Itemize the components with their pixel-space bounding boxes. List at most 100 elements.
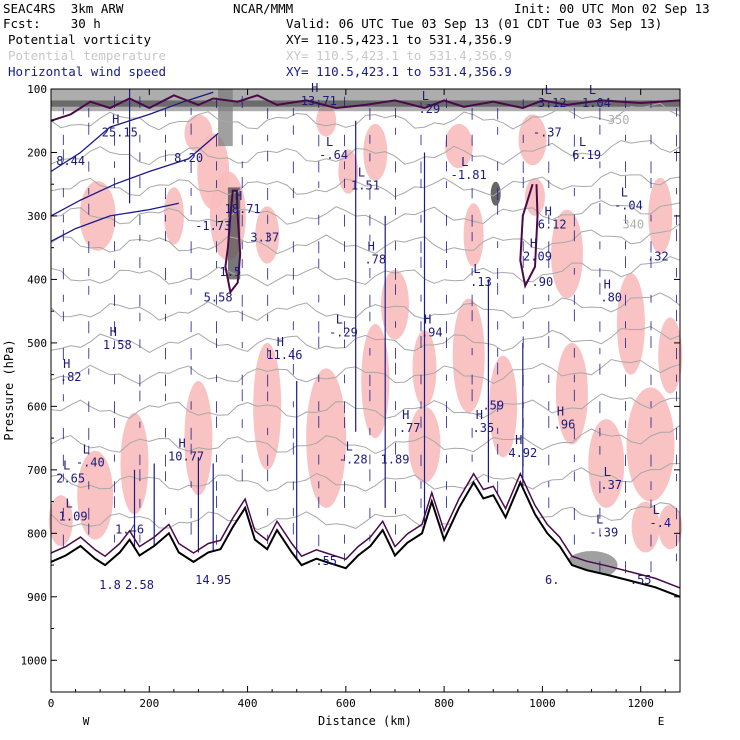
pv-shading-15 <box>551 209 583 299</box>
theta-contour-2 <box>50 171 681 198</box>
pv-shading-30 <box>658 317 683 394</box>
terrain-mask <box>51 482 680 692</box>
annotation-value-6: 3.12 <box>538 96 567 110</box>
model-title: SEAC4RS 3km ARW <box>3 1 124 16</box>
pv-shading-28 <box>588 419 625 508</box>
annotation-marker-34: L <box>83 443 90 457</box>
endpoint-west: W <box>83 715 90 728</box>
pv-shading-0 <box>79 181 116 251</box>
y-tick-label-9: 1000 <box>21 654 48 667</box>
wind-speed-contour-2 <box>50 202 179 242</box>
annotation-value-22: 2.09 <box>523 249 552 263</box>
pv-shading-8 <box>363 123 388 182</box>
axes-layer: 0 200 400 600 800 1000 1200 100 200 300 400 500 600 7… <box>21 83 680 710</box>
annotation-value-2: 8.20 <box>174 151 203 165</box>
field-xy-horizontal-wind-speed: XY= 110.5,423.1 to 531.4,356.9 <box>286 64 512 79</box>
theta-contour-5 <box>50 255 681 287</box>
annotation-value-14: 3.37 <box>250 230 279 244</box>
annotation-value-19: 6.12 <box>538 218 567 232</box>
terrain-line <box>50 480 681 598</box>
annotation-marker-38: H <box>515 433 522 447</box>
field-xy-potential-temperature: XY= 110.5,423.1 to 531.4,356.9 <box>286 48 512 63</box>
field-name-potential-vorticity: Potential vorticity <box>8 32 151 47</box>
theta-contour-1 <box>50 139 681 166</box>
y-axis-title: Pressure (hPa) <box>2 339 16 440</box>
annotation-marker-20: L <box>621 186 628 200</box>
pv-shading-17 <box>648 177 673 254</box>
annotation-marker-43: L <box>596 513 603 527</box>
pv-shading-18 <box>77 450 114 540</box>
annotation-value-13: -1.73 <box>195 219 231 233</box>
field-name-horizontal-wind-speed: Horizontal wind speed <box>8 64 167 79</box>
pv-shading-14 <box>525 177 545 216</box>
pv-shading-12 <box>463 203 484 267</box>
annotation-marker-11: L <box>358 165 365 179</box>
theta-contour-6 <box>50 292 681 321</box>
y-tick-label-5: 600 <box>27 400 47 413</box>
annotation-marker-4: L <box>326 135 333 149</box>
annotation-value-42: 1.46 <box>115 522 144 536</box>
annotation-value-45: 1.8 <box>99 578 121 592</box>
annotation-value-29: .82 <box>60 370 82 384</box>
annotation-marker-31: H <box>476 408 483 422</box>
init-time: Init: 00 UTC Mon 02 Sep 13 <box>514 1 710 16</box>
theta-contour-11 <box>50 463 681 492</box>
x-tick-label-2: 400 <box>238 697 258 710</box>
annotation-marker-3: H <box>311 81 318 95</box>
annotation-marker-9: L <box>579 135 586 149</box>
annotation-marker-39: L <box>63 459 70 473</box>
pv-shading-19 <box>120 412 149 515</box>
annotation-value-44: -.4 <box>649 516 671 530</box>
y-tick-label-7: 800 <box>27 527 47 540</box>
endpoint-east: E <box>658 715 665 728</box>
annotation-marker-44: L <box>653 503 660 517</box>
x-axis-title: Distance (km) <box>318 714 412 728</box>
annotation-marker-5: L <box>422 89 429 103</box>
pv-shading-26 <box>489 355 518 458</box>
y-tick-label-6: 700 <box>27 464 47 477</box>
pv-top-core <box>51 100 680 107</box>
annotation-marker-26: H <box>277 335 284 349</box>
pv-shading-27 <box>555 342 588 445</box>
annotation-marker-36: L <box>346 440 353 454</box>
annotation-value-26: 11.46 <box>266 348 302 362</box>
annotation-value-28: .94 <box>421 326 443 340</box>
forecast-hour: Fcst: 30 h <box>3 16 101 31</box>
annotation-value-12: 18.71 <box>225 202 261 216</box>
x-tick-label-4: 800 <box>434 697 454 710</box>
y-tick-label-8: 900 <box>27 591 47 604</box>
annotation-value-16: 5.58 <box>204 291 233 305</box>
theta-contour-10 <box>50 424 681 455</box>
organization-label: NCAR/MMM <box>233 1 294 16</box>
annotation-marker-29: H <box>63 357 70 371</box>
annotation-value-48: .55 <box>315 554 337 568</box>
annotation-value-27: -.29 <box>329 326 358 340</box>
annotation-marker-7: L <box>589 83 596 97</box>
pv-shading-25 <box>452 298 485 413</box>
theta-contour-0 <box>50 102 681 131</box>
plot-frame <box>50 88 681 693</box>
annotation-marker-17: H <box>368 240 375 254</box>
pv-contour-surface <box>50 471 681 589</box>
annotation-marker-27: L <box>336 313 343 327</box>
field-xy-potential-vorticity: XY= 110.5,423.1 to 531.4,356.9 <box>286 32 512 47</box>
theta-contour-9 <box>50 393 681 419</box>
annotation-value-21: .32 <box>647 249 669 263</box>
y-tick-label-4: 500 <box>27 337 47 350</box>
x-tick-label-1: 200 <box>139 697 159 710</box>
x-tick-label-3: 600 <box>336 697 356 710</box>
annotation-value-37: 1.89 <box>381 453 410 467</box>
annotation-value-0: 25.15 <box>102 126 138 140</box>
annotation-marker-12: H <box>235 189 242 203</box>
pv-shading-layer <box>48 89 683 580</box>
annotation-value-23: .90 <box>532 275 554 289</box>
pv-upper-core <box>218 89 233 147</box>
annotation-value-49: 6. <box>545 573 559 587</box>
annotation-value-17: .78 <box>364 253 386 267</box>
annotation-value-1: 8.44 <box>56 154 85 168</box>
annotation-value-39: 2.65 <box>56 472 85 486</box>
y-tick-label-2: 300 <box>27 210 47 223</box>
annotation-value-8: -.37 <box>533 126 562 140</box>
theta-contour-4 <box>50 223 681 255</box>
